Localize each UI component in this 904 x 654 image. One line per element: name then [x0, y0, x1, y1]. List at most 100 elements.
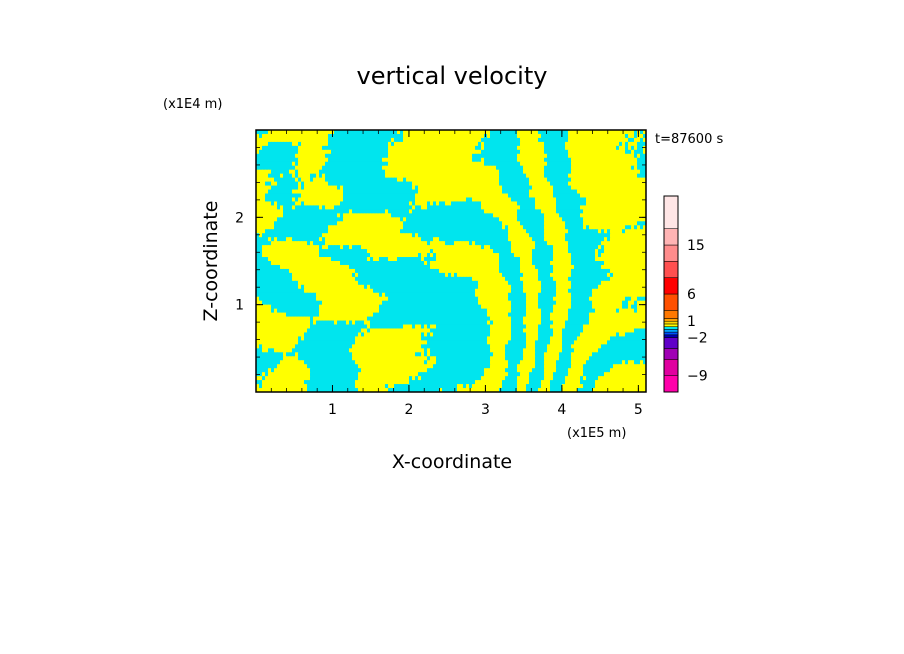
field-cell: [505, 185, 509, 191]
field-cell: [433, 264, 437, 270]
field-cell: [370, 237, 374, 242]
field-cell: [349, 145, 353, 151]
field-cell: [382, 276, 386, 282]
field-cell: [400, 229, 404, 234]
field-cell: [448, 221, 452, 226]
field-cell: [472, 165, 476, 171]
field-cell: [547, 130, 551, 135]
field-cell: [544, 133, 548, 139]
field-cell: [391, 130, 395, 135]
field-cell: [394, 261, 398, 266]
field-cell: [607, 201, 611, 207]
field-cell: [469, 233, 473, 238]
field-cell: [556, 133, 560, 139]
field-cell: [496, 177, 500, 183]
field-cell: [451, 221, 455, 226]
field-cell: [364, 229, 368, 234]
field-cell: [529, 193, 533, 199]
field-cell: [259, 245, 263, 250]
field-cell: [562, 264, 566, 270]
field-cell: [574, 253, 578, 258]
field-cell: [301, 141, 305, 147]
field-cell: [400, 141, 404, 147]
field-cell: [502, 264, 506, 270]
field-cell: [571, 261, 575, 266]
field-cell: [430, 213, 434, 218]
field-cell: [325, 181, 329, 187]
field-cell: [613, 261, 617, 266]
field-cell: [319, 280, 323, 286]
field-cell: [457, 181, 461, 187]
field-cell: [595, 173, 599, 179]
field-cell: [283, 205, 287, 210]
field-cell: [415, 169, 419, 175]
field-cell: [391, 161, 395, 167]
field-cell: [319, 213, 323, 218]
field-cell: [589, 261, 593, 266]
field-cell: [505, 229, 509, 234]
field-cell: [430, 264, 434, 270]
field-cell: [574, 137, 578, 143]
field-cell: [460, 213, 464, 218]
field-cell: [514, 201, 518, 207]
field-cell: [571, 153, 575, 159]
field-cell: [346, 157, 350, 163]
field-cell: [487, 197, 491, 203]
field-cell: [373, 169, 377, 175]
field-cell: [415, 173, 419, 179]
field-cell: [640, 165, 644, 171]
field-cell: [523, 145, 527, 151]
field-cell: [568, 141, 572, 147]
field-cell: [478, 217, 482, 222]
field-cell: [421, 221, 425, 226]
field-cell: [442, 141, 446, 147]
field-cell: [355, 173, 359, 179]
field-cell: [442, 161, 446, 167]
field-cell: [343, 264, 347, 270]
field-cell: [625, 189, 629, 195]
field-cell: [493, 133, 497, 139]
field-cell: [364, 133, 368, 139]
field-cell: [397, 201, 401, 207]
field-cell: [268, 213, 272, 218]
field-cell: [430, 193, 434, 199]
field-cell: [394, 141, 398, 147]
field-cell: [256, 213, 260, 218]
field-cell: [469, 133, 473, 139]
field-cell: [625, 161, 629, 167]
field-cell: [409, 130, 413, 135]
field-cell: [514, 161, 518, 167]
field-cell: [520, 209, 524, 214]
field-cell: [598, 221, 602, 226]
field-cell: [427, 257, 431, 262]
field-cell: [505, 225, 509, 230]
field-cell: [391, 189, 395, 195]
field-cell: [403, 161, 407, 167]
field-cell: [370, 161, 374, 167]
field-cell: [454, 217, 458, 222]
field-cell: [577, 133, 581, 139]
field-cell: [550, 145, 554, 151]
field-cell: [352, 264, 356, 270]
field-cell: [445, 157, 449, 163]
field-cell: [583, 149, 587, 155]
field-cell: [337, 241, 341, 246]
field-cell: [274, 217, 278, 222]
field-cell: [586, 205, 590, 210]
field-cell: [367, 141, 371, 147]
field-cell: [565, 137, 569, 143]
field-cell: [400, 145, 404, 151]
field-cell: [529, 272, 533, 278]
field-cell: [322, 272, 326, 278]
field-cell: [382, 268, 386, 274]
field-cell: [337, 169, 341, 175]
field-cell: [643, 205, 646, 210]
field-cell: [337, 173, 341, 179]
field-cell: [448, 189, 452, 195]
field-cell: [265, 157, 269, 163]
field-cell: [361, 173, 365, 179]
field-cell: [289, 153, 293, 159]
field-cell: [331, 177, 335, 183]
field-cell: [448, 276, 452, 282]
field-cell: [601, 221, 605, 226]
